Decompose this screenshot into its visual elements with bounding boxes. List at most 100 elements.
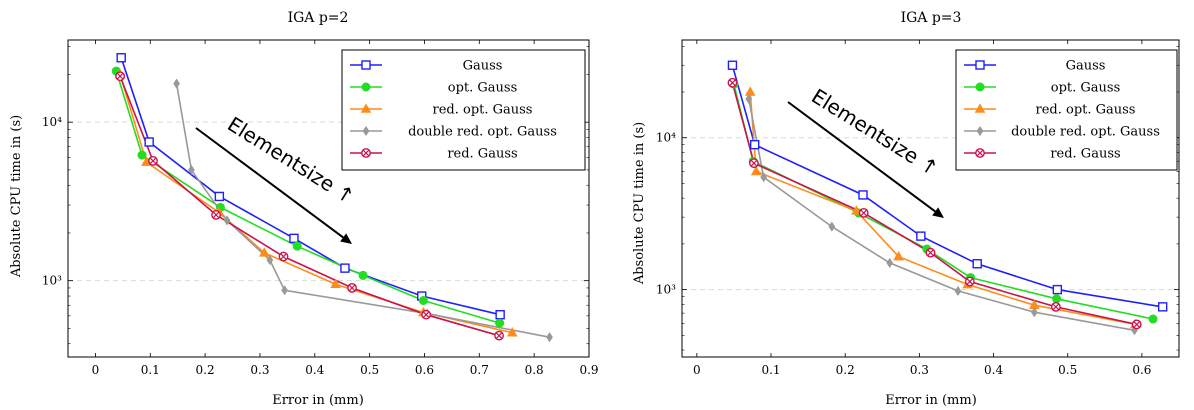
legend-label: red. opt. Gauss — [1036, 103, 1136, 118]
legend-label: double red. opt. Gauss — [1011, 125, 1160, 140]
data-point — [292, 241, 302, 251]
marker-cross — [860, 209, 867, 216]
marker-cross — [349, 284, 356, 291]
chart-iga-p3: IGA p=3 Error in (mm) Absolute CPU time … — [632, 10, 1180, 408]
data-point — [546, 332, 553, 343]
legend: Gauss opt. Gauss red. opt. Gauss double red… — [955, 49, 1178, 171]
data-point — [1052, 284, 1063, 295]
y-tick-label: 10³ — [42, 274, 62, 288]
data-point — [954, 285, 962, 296]
marker-cross — [976, 149, 984, 157]
legend-entry: red. Gauss — [350, 147, 518, 162]
data-point — [495, 310, 505, 320]
marker-cross — [117, 73, 124, 80]
data-point — [886, 257, 894, 268]
x-tick-label: 0.3 — [910, 363, 929, 377]
marker-cross — [1052, 303, 1059, 310]
data-point — [266, 254, 274, 266]
legend-swatch-marker — [976, 125, 984, 137]
data-point — [495, 318, 505, 328]
y-tick-label: 10⁴ — [656, 131, 676, 145]
data-point — [116, 53, 126, 63]
x-tick-label: 0.2 — [836, 363, 855, 377]
legend-entry: opt. Gauss — [350, 81, 517, 96]
marker-cross — [1133, 321, 1140, 328]
marker-cross — [280, 253, 287, 260]
data-point — [214, 191, 225, 202]
legend-label: Gauss — [463, 59, 503, 74]
annotation-arrowhead — [932, 207, 944, 218]
annotation-arrow — [195, 127, 344, 239]
data-point — [760, 172, 767, 183]
data-point — [188, 164, 195, 175]
marker-cross — [750, 160, 757, 167]
data-point — [281, 285, 288, 296]
data-point — [421, 309, 432, 320]
x-tick-label: 0.7 — [470, 363, 489, 377]
data-point — [1052, 294, 1062, 304]
data-point — [745, 93, 753, 104]
legend-entry: Gauss — [964, 59, 1105, 74]
legend-label: red. Gauss — [1050, 147, 1120, 162]
data-point — [358, 270, 368, 280]
legend-swatch-marker — [975, 82, 985, 92]
x-tick-label: 0.5 — [360, 363, 379, 377]
legend-entry: opt. Gauss — [964, 81, 1120, 96]
data-point — [858, 207, 869, 218]
legend-label: red. opt. Gauss — [433, 103, 533, 118]
x-tick-label: 0.8 — [525, 363, 544, 377]
legend-entry: red. opt. Gauss — [350, 103, 532, 118]
legend-swatch-marker — [361, 82, 371, 92]
x-tick-label: 0.1 — [761, 363, 780, 377]
data-point — [727, 77, 738, 88]
data-point — [347, 283, 357, 293]
x-tick-label: 0 — [92, 363, 100, 377]
data-point — [506, 327, 518, 337]
data-point — [494, 330, 504, 341]
x-tick-label: 0.1 — [141, 363, 160, 377]
data-point — [340, 263, 350, 273]
legend-entry: red. opt. Gauss — [964, 103, 1135, 118]
legend-label: opt. Gauss — [448, 81, 518, 96]
marker-cross — [927, 249, 934, 256]
legend-label: double red. opt. Gauss — [408, 125, 557, 140]
data-point — [144, 137, 154, 147]
data-point — [916, 231, 926, 241]
data-point — [1131, 319, 1142, 330]
data-point — [1157, 302, 1168, 312]
elementsize-annotation: Elementsize ↑ — [223, 112, 358, 209]
data-point — [749, 139, 760, 150]
annotation-arrowhead — [340, 233, 352, 244]
data-point — [964, 276, 975, 287]
marker-cross — [362, 149, 370, 157]
x-tick-label: 0.5 — [1058, 363, 1077, 377]
data-point — [893, 250, 904, 261]
x-tick-label: 0 — [693, 363, 701, 377]
chart-title: IGA p=3 — [901, 10, 962, 26]
data-point — [851, 205, 862, 215]
marker-cross — [966, 278, 973, 285]
legend: Gauss opt. Gauss red. opt. Gauss double red… — [341, 49, 586, 171]
data-point — [289, 233, 299, 244]
legend-entry: double red. opt. Gauss — [964, 125, 1160, 140]
y-axis-label: Absolute CPU time in (s) — [632, 122, 647, 285]
chart-title: IGA p=2 — [288, 10, 349, 26]
x-tick-label: 0.6 — [415, 363, 434, 377]
data-point — [828, 221, 836, 232]
x-tick-label: 0.3 — [250, 363, 269, 377]
data-point — [750, 165, 762, 176]
y-tick-label: 10³ — [656, 283, 676, 297]
x-tick-label: 0.9 — [579, 363, 598, 377]
chart-iga-p2: IGA p=2 Error in (mm) Absolute CPU time … — [9, 10, 599, 408]
legend-swatch-marker — [361, 60, 371, 70]
legend-swatch-marker — [974, 103, 986, 113]
x-tick-label: 0.4 — [305, 363, 324, 377]
legend-swatch-marker — [360, 103, 372, 113]
plot-frame — [67, 39, 590, 358]
legend-box — [955, 49, 1178, 171]
x-tick-label: 0.6 — [1132, 363, 1151, 377]
annotation-arrow — [787, 101, 936, 213]
legend-label: red. Gauss — [447, 147, 517, 162]
x-tick-label: 0.2 — [196, 363, 215, 377]
